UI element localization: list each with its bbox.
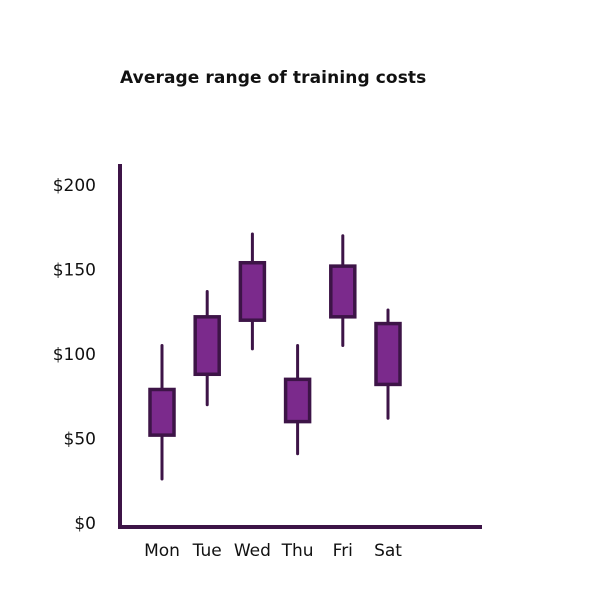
- x-tick-label: Fri: [333, 541, 353, 561]
- y-tick-label: $200: [53, 176, 96, 196]
- candle: [374, 308, 402, 420]
- candle: [193, 289, 221, 407]
- candles: [148, 232, 402, 481]
- x-tick-label: Thu: [281, 541, 314, 561]
- y-tick-label: $0: [74, 514, 96, 534]
- y-tick-label: $150: [53, 261, 96, 281]
- x-axis-ticks: Mon Tue Wed Thu Fri Sat: [144, 541, 402, 561]
- candle: [329, 234, 357, 348]
- candle-box: [374, 321, 402, 387]
- candle-box: [193, 315, 221, 377]
- y-axis-ticks: $0 $50 $100 $150 $200: [53, 176, 96, 534]
- y-tick-label: $50: [64, 430, 96, 450]
- candle: [283, 344, 312, 456]
- x-tick-label: Mon: [144, 541, 180, 561]
- candle-box: [148, 387, 176, 437]
- candle: [148, 344, 176, 481]
- x-tick-label: Sat: [374, 541, 402, 561]
- x-tick-label: Tue: [192, 541, 222, 561]
- candle-box: [283, 377, 312, 424]
- candle-box: [329, 264, 357, 319]
- candle-box: [238, 260, 267, 322]
- chart-title: Average range of training costs: [120, 68, 427, 88]
- x-tick-label: Wed: [234, 541, 271, 561]
- y-tick-label: $100: [53, 345, 96, 365]
- candle: [238, 232, 267, 351]
